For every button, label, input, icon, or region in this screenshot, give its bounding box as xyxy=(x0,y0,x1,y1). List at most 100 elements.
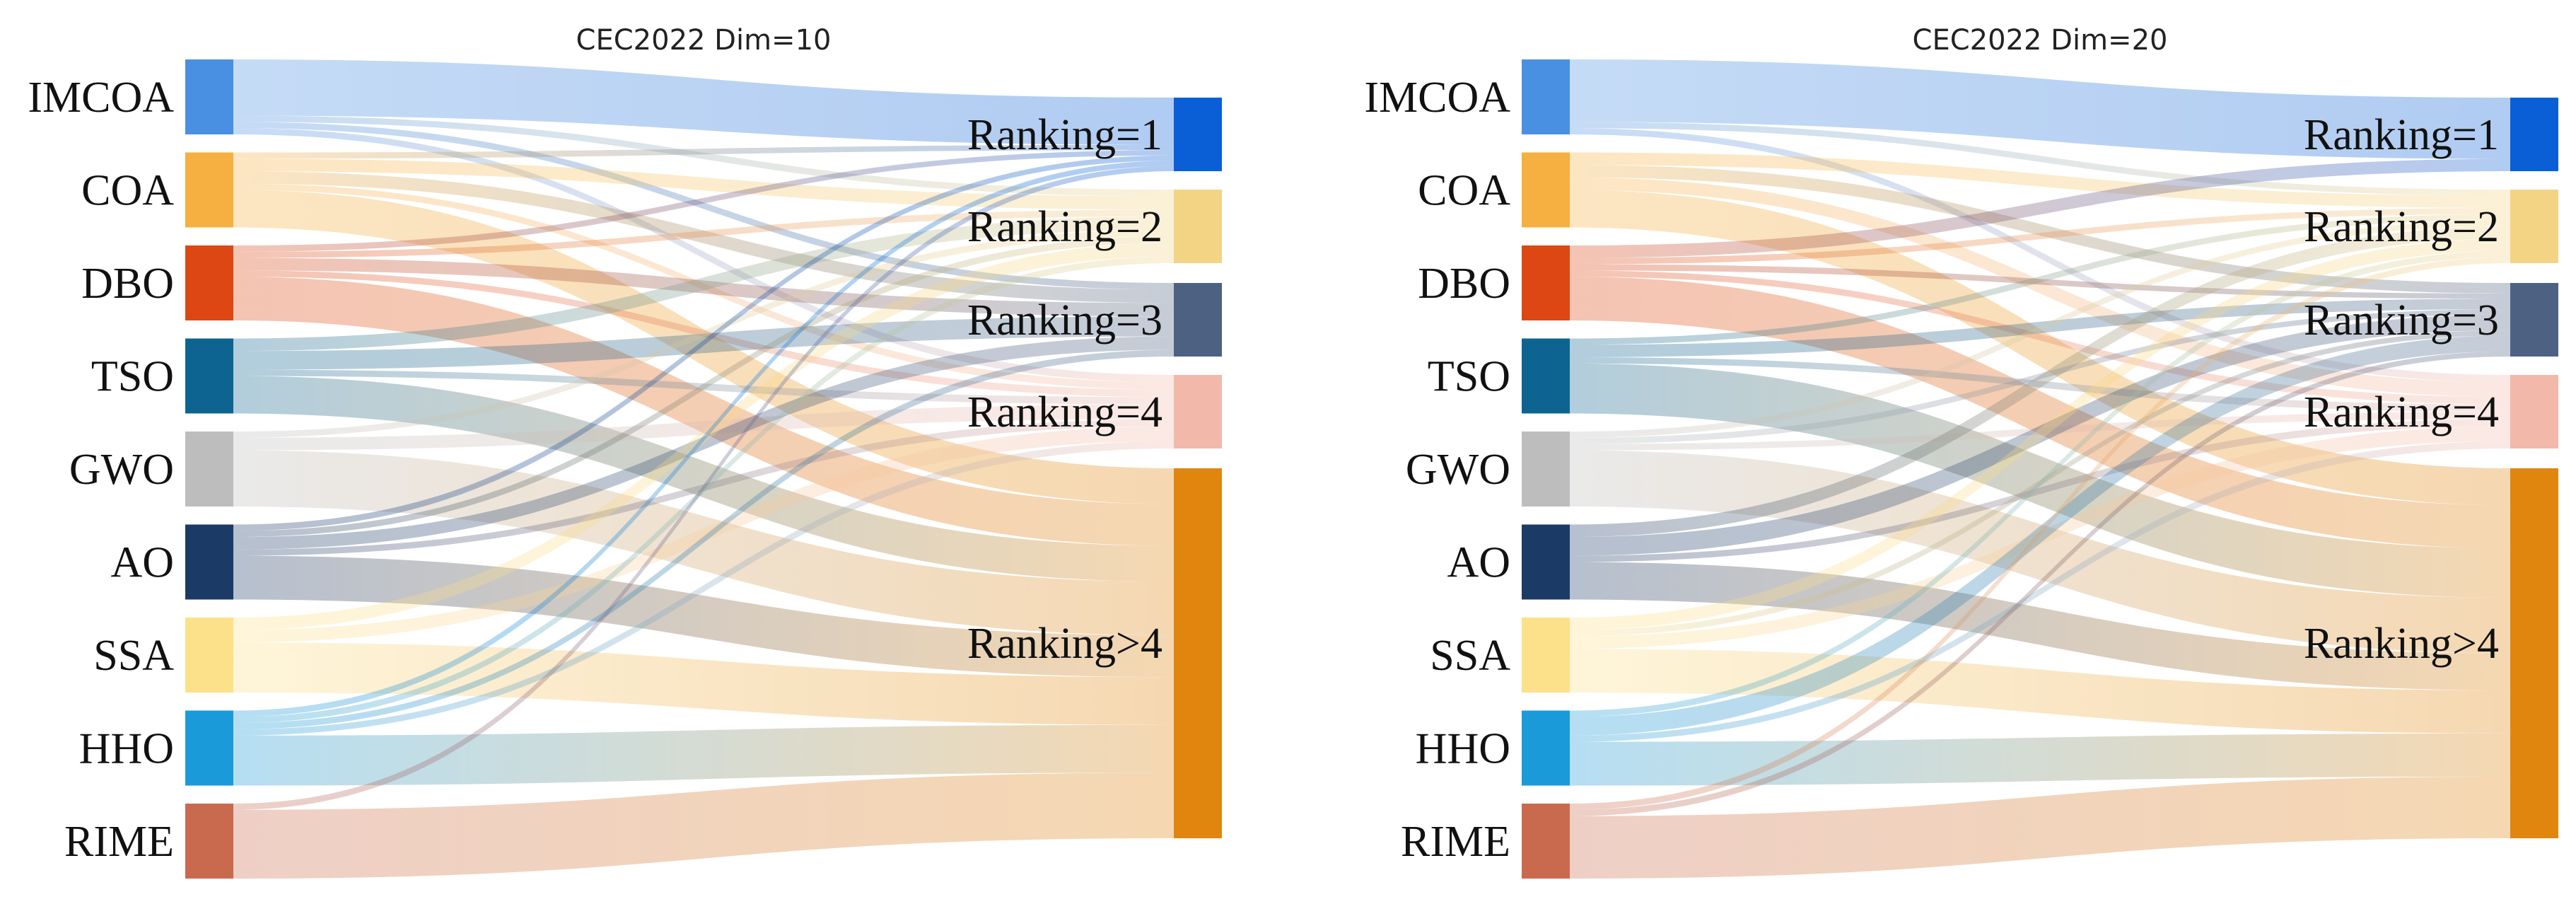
source-node-ao xyxy=(1522,524,1570,600)
source-label-ao: AO xyxy=(1447,539,1510,587)
link-ao-to-ranking-2 xyxy=(1570,226,2510,538)
target-label-ranking-2: Ranking=2 xyxy=(2304,203,2499,251)
target-node-ranking-3 xyxy=(1174,283,1222,357)
link-dbo-to-ranking-2 xyxy=(1570,208,2510,265)
target-label-ranking-2: Ranking=2 xyxy=(967,203,1162,251)
links xyxy=(233,59,1174,879)
target-node-ranking-1 xyxy=(1174,98,1222,171)
source-label-ao: AO xyxy=(110,539,174,587)
target-label-rankinggt4: Ranking>4 xyxy=(2304,620,2499,668)
link-coa-to-ranking-2 xyxy=(1570,152,2510,208)
source-label-ssa: SSA xyxy=(1430,632,1510,680)
link-imcoa-to-ranking-4 xyxy=(1570,128,2510,383)
link-coa-to-ranking-1 xyxy=(233,144,1174,159)
source-node-dbo xyxy=(185,245,233,320)
link-ao-to-ranking-1 xyxy=(233,155,1174,531)
chart-title: CEC2022 Dim=20 xyxy=(1913,24,2168,57)
source-label-tso: TSO xyxy=(91,353,174,401)
link-hho-to-ranking-4 xyxy=(1570,441,2510,742)
source-label-coa: COA xyxy=(81,167,174,215)
target-label-ranking-4: Ranking=4 xyxy=(2304,388,2499,436)
source-label-imcoa: IMCOA xyxy=(28,74,174,122)
source-node-imcoa xyxy=(185,59,233,134)
source-node-gwo xyxy=(1522,432,1570,506)
source-node-rime xyxy=(185,804,233,879)
link-hho-to-ranking-4 xyxy=(233,441,1174,736)
link-tso-to-ranking-2 xyxy=(233,216,1174,352)
link-rime-to-ranking-1 xyxy=(233,166,1174,810)
target-node-ranking-2 xyxy=(1174,190,1222,263)
link-gwo-to-ranking-2 xyxy=(1570,220,2510,438)
source-node-rime xyxy=(1522,804,1570,879)
link-ssa-to-rankinggt4 xyxy=(233,642,1174,725)
source-label-imcoa: IMCOA xyxy=(1364,74,1510,122)
link-tso-to-rankinggt4 xyxy=(233,376,1174,582)
link-dbo-to-ranking-2 xyxy=(233,209,1174,258)
source-node-ssa xyxy=(185,618,233,693)
link-coa-to-ranking-3 xyxy=(1570,165,2510,294)
target-label-rankinggt4: Ranking>4 xyxy=(967,620,1162,668)
source-label-gwo: GWO xyxy=(69,446,174,494)
source-node-tso xyxy=(1522,338,1570,414)
source-node-hho xyxy=(1522,710,1570,786)
link-dbo-to-ranking-4 xyxy=(1570,270,2510,405)
link-imcoa-to-ranking-1 xyxy=(233,59,1174,145)
source-label-dbo: DBO xyxy=(81,260,174,308)
target-node-ranking-2 xyxy=(2510,190,2558,263)
link-hho-to-rankinggt4 xyxy=(1570,733,2510,786)
source-label-rime: RIME xyxy=(64,818,174,866)
link-imcoa-to-ranking-2 xyxy=(1570,122,2510,196)
target-node-ranking-1 xyxy=(2510,98,2558,171)
chart-title: CEC2022 Dim=10 xyxy=(576,24,832,57)
target-label-ranking-4: Ranking=4 xyxy=(967,388,1162,436)
source-node-imcoa xyxy=(1522,59,1570,134)
link-dbo-to-ranking-1 xyxy=(1570,158,2510,258)
link-rime-to-ranking-2 xyxy=(1570,257,2510,810)
link-dbo-to-ranking-1 xyxy=(233,150,1174,252)
link-coa-to-ranking-4 xyxy=(1570,177,2510,398)
target-node-ranking-4 xyxy=(2510,375,2558,448)
link-rime-to-ranking-3 xyxy=(1570,351,2510,816)
source-label-gwo: GWO xyxy=(1406,446,1510,494)
link-hho-to-ranking-1 xyxy=(233,161,1174,717)
link-rime-to-rankinggt4 xyxy=(1570,776,2510,879)
source-node-coa xyxy=(1522,152,1570,228)
link-ao-to-ranking-4 xyxy=(1570,419,2510,562)
source-label-coa: COA xyxy=(1418,167,1510,215)
link-ao-to-ranking-2 xyxy=(233,236,1174,538)
link-imcoa-to-ranking-2 xyxy=(233,115,1174,197)
link-dbo-to-rankinggt4 xyxy=(233,277,1174,546)
target-node-rankinggt4 xyxy=(1174,468,1222,838)
link-gwo-to-ranking-2 xyxy=(233,229,1174,438)
link-ssa-to-ranking-4 xyxy=(233,426,1174,643)
source-label-hho: HHO xyxy=(79,725,174,773)
source-label-ssa: SSA xyxy=(93,632,174,680)
source-label-hho: HHO xyxy=(1416,725,1510,773)
link-ssa-to-ranking-2 xyxy=(1570,238,2510,630)
target-label-ranking-1: Ranking=1 xyxy=(2304,111,2499,159)
target-label-ranking-3: Ranking=3 xyxy=(967,296,1162,345)
link-tso-to-ranking-2 xyxy=(1570,214,2510,345)
link-imcoa-to-ranking-1 xyxy=(1570,59,2510,159)
link-imcoa-to-ranking-3 xyxy=(233,122,1174,290)
target-node-ranking-3 xyxy=(2510,283,2558,357)
source-node-ssa xyxy=(1522,618,1570,693)
target-label-ranking-3: Ranking=3 xyxy=(2304,296,2499,345)
source-label-tso: TSO xyxy=(1428,353,1510,401)
source-node-gwo xyxy=(185,432,233,506)
link-hho-to-ranking-2 xyxy=(1570,250,2510,717)
source-node-ao xyxy=(185,524,233,600)
link-ao-to-rankinggt4 xyxy=(1570,562,2510,690)
link-gwo-to-ranking-4 xyxy=(233,404,1174,451)
source-node-hho xyxy=(185,710,233,786)
source-node-dbo xyxy=(1522,245,1570,320)
target-label-ranking-1: Ranking=1 xyxy=(967,111,1162,159)
link-coa-to-rankinggt4 xyxy=(1570,190,2510,506)
source-label-dbo: DBO xyxy=(1418,260,1510,308)
link-ssa-to-rankinggt4 xyxy=(1570,649,2510,734)
link-rime-to-rankinggt4 xyxy=(233,772,1174,879)
source-label-rime: RIME xyxy=(1401,818,1510,866)
link-hho-to-ranking-3 xyxy=(233,349,1174,730)
link-dbo-to-rankinggt4 xyxy=(1570,277,2510,549)
